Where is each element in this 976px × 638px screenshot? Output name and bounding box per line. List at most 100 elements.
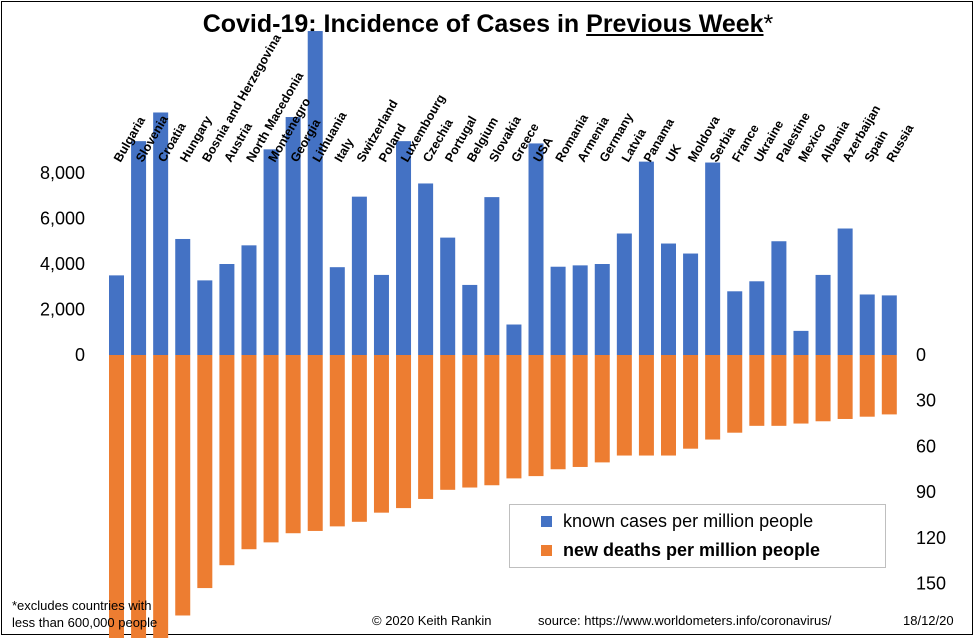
deaths-bar (572, 355, 588, 467)
deaths-bar (418, 355, 434, 499)
cases-bar (373, 274, 389, 355)
deaths-bar (219, 355, 235, 566)
title-main: Covid-19: Incidence of Cases in (202, 10, 587, 38)
cases-bar (661, 243, 676, 355)
cases-bar (219, 264, 235, 355)
cases-bar (837, 228, 853, 355)
country-label: Russia (884, 121, 917, 164)
cases-bar (153, 112, 169, 355)
cases-bar (307, 31, 323, 355)
cases-bar (528, 143, 544, 355)
legend-label-deaths: new deaths per million people (563, 540, 821, 560)
cases-bar (484, 197, 500, 355)
deaths-bar (484, 355, 500, 486)
cases-bar (175, 238, 191, 355)
cases-bar (683, 253, 699, 355)
deaths-bar (705, 355, 721, 440)
cases-bar (285, 117, 301, 355)
chart-title: Covid-19: Incidence of Cases in Previous… (0, 10, 976, 39)
deaths-bar (109, 355, 124, 638)
deaths-bar (351, 355, 367, 522)
deaths-bar (727, 355, 743, 433)
cases-bar (462, 284, 478, 355)
cases-bar (197, 280, 213, 355)
cases-bar (351, 196, 367, 355)
cases-bar (727, 291, 743, 355)
legend-item-cases: known cases per million people (541, 511, 813, 532)
cases-bar (440, 237, 456, 355)
left-axis-tick-label: 4,000 (40, 254, 85, 274)
date: 18/12/20 (903, 613, 954, 628)
deaths-bar (594, 355, 610, 463)
deaths-bar (175, 355, 191, 616)
footnote-line-2: less than 600,000 people (12, 615, 158, 630)
right-axis-tick-label: 150 (916, 574, 946, 594)
legend-label-cases: known cases per million people (563, 511, 814, 531)
cases-bar (109, 275, 124, 355)
country-label: UK (663, 142, 684, 165)
right-axis-tick-labels: 0 30 60 90 120 150 (916, 345, 946, 594)
deaths-bar (285, 355, 301, 534)
deaths-bar (793, 355, 809, 424)
right-axis-tick-label: 0 (916, 345, 926, 365)
cases-bar (771, 241, 787, 355)
deaths-bar (661, 355, 676, 456)
cases-bar (638, 161, 654, 355)
legend-swatch-deaths (541, 545, 552, 556)
deaths-bar (131, 355, 147, 638)
left-axis-tick-label: 8,000 (40, 163, 85, 183)
legend-swatch-cases (541, 516, 552, 527)
deaths-bar (837, 355, 853, 419)
cases-bar (859, 294, 875, 355)
deaths-bar (771, 355, 787, 426)
deaths-bar (329, 355, 345, 527)
deaths-bar (263, 355, 279, 543)
left-axis-tick-label: 0 (75, 345, 85, 365)
deaths-bar (859, 355, 875, 417)
cases-bar (418, 183, 434, 355)
deaths-bar (462, 355, 478, 488)
deaths-bar (197, 355, 213, 589)
source: source: https://www.worldometers.info/co… (538, 613, 832, 628)
cases-bar (263, 149, 279, 355)
cases-bars (109, 31, 897, 355)
title-asterisk: * (763, 10, 774, 38)
cases-bar (793, 330, 809, 355)
left-axis-tick-label: 2,000 (40, 300, 85, 320)
deaths-bar (528, 355, 544, 477)
deaths-bar (506, 355, 522, 479)
cases-bar (506, 324, 522, 355)
credit: © 2020 Keith Rankin (372, 613, 492, 628)
cases-bar (241, 245, 257, 355)
left-axis-tick-label: 6,000 (40, 209, 85, 229)
deaths-bar (241, 355, 257, 550)
deaths-bar (307, 355, 323, 531)
deaths-bar (815, 355, 831, 422)
cases-bar (572, 265, 588, 355)
cases-bar (815, 274, 831, 355)
deaths-bar (396, 355, 412, 509)
cases-bar (749, 281, 765, 355)
right-axis-tick-label: 30 (916, 391, 936, 411)
cases-bar (705, 162, 721, 355)
cases-bar (131, 141, 147, 355)
deaths-bar (616, 355, 632, 456)
cases-bar (396, 141, 412, 355)
cases-bar (550, 266, 566, 355)
footnote-line-1: *excludes countries with (12, 598, 152, 613)
deaths-bar (638, 355, 654, 456)
cases-bar (616, 233, 632, 355)
deaths-bar (881, 355, 897, 415)
deaths-bars (109, 355, 897, 638)
right-axis-tick-label: 60 (916, 436, 936, 456)
cases-bar (329, 267, 345, 355)
deaths-bar (373, 355, 389, 513)
cases-bar (594, 264, 610, 355)
deaths-bar (440, 355, 456, 490)
right-axis-tick-label: 120 (916, 528, 946, 548)
deaths-bar (683, 355, 699, 449)
footnote: *excludes countries with less than 600,0… (12, 597, 157, 631)
